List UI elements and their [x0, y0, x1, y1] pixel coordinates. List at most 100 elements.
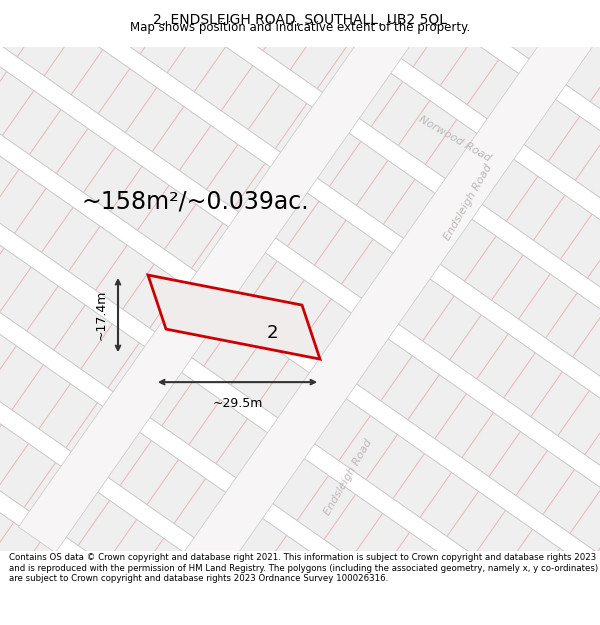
Polygon shape: [434, 393, 467, 439]
Polygon shape: [92, 421, 125, 467]
Polygon shape: [548, 116, 580, 162]
Polygon shape: [0, 296, 428, 625]
Polygon shape: [272, 280, 305, 326]
Polygon shape: [56, 128, 88, 174]
Polygon shape: [482, 0, 514, 26]
Polygon shape: [140, 9, 172, 54]
Polygon shape: [332, 0, 364, 10]
Polygon shape: [26, 286, 59, 331]
Polygon shape: [0, 0, 600, 379]
Polygon shape: [0, 0, 600, 439]
Polygon shape: [582, 586, 600, 625]
Polygon shape: [326, 318, 359, 363]
Polygon shape: [386, 2, 418, 48]
Polygon shape: [0, 346, 17, 391]
Polygon shape: [378, 532, 410, 578]
Polygon shape: [0, 0, 600, 499]
Text: 2: 2: [266, 324, 278, 342]
Polygon shape: [98, 68, 130, 114]
Polygon shape: [479, 157, 511, 202]
Polygon shape: [517, 0, 600, 216]
Polygon shape: [405, 551, 437, 597]
Polygon shape: [2, 90, 34, 136]
Polygon shape: [425, 119, 457, 165]
Polygon shape: [287, 201, 319, 247]
Polygon shape: [392, 453, 425, 499]
Polygon shape: [257, 359, 290, 404]
Polygon shape: [269, 456, 302, 502]
Polygon shape: [50, 481, 83, 527]
Polygon shape: [65, 402, 98, 448]
Polygon shape: [200, 497, 233, 542]
Polygon shape: [275, 103, 307, 149]
Text: Endsleigh Road: Endsleigh Road: [442, 162, 494, 242]
Polygon shape: [0, 0, 22, 38]
Polygon shape: [125, 88, 157, 133]
Polygon shape: [299, 299, 332, 344]
Polygon shape: [578, 0, 600, 4]
Polygon shape: [206, 144, 238, 190]
Polygon shape: [488, 431, 521, 477]
Polygon shape: [437, 217, 469, 262]
Polygon shape: [599, 331, 600, 376]
Polygon shape: [242, 438, 275, 483]
Polygon shape: [309, 573, 341, 619]
Polygon shape: [575, 135, 600, 181]
Text: Endsleigh Road: Endsleigh Road: [322, 438, 374, 517]
Polygon shape: [260, 182, 292, 228]
Polygon shape: [356, 160, 388, 206]
Polygon shape: [240, 614, 272, 625]
Polygon shape: [536, 18, 568, 64]
Polygon shape: [365, 434, 398, 480]
Polygon shape: [0, 267, 32, 312]
Polygon shape: [491, 255, 523, 301]
Polygon shape: [473, 510, 506, 556]
Text: ~17.4m: ~17.4m: [95, 290, 108, 340]
Polygon shape: [515, 450, 548, 496]
Polygon shape: [191, 223, 223, 269]
Polygon shape: [203, 321, 236, 366]
Polygon shape: [107, 342, 140, 388]
Polygon shape: [521, 97, 553, 143]
Polygon shape: [380, 356, 413, 401]
Polygon shape: [350, 513, 383, 559]
Polygon shape: [68, 226, 101, 272]
Polygon shape: [228, 516, 260, 562]
Polygon shape: [263, 6, 295, 51]
Polygon shape: [146, 459, 179, 505]
Polygon shape: [142, 0, 600, 625]
Polygon shape: [486, 608, 518, 625]
Polygon shape: [371, 81, 403, 127]
Polygon shape: [419, 472, 452, 518]
Polygon shape: [164, 204, 196, 249]
Polygon shape: [596, 507, 600, 552]
Polygon shape: [353, 336, 386, 382]
Polygon shape: [590, 56, 600, 102]
Polygon shape: [542, 469, 575, 515]
Polygon shape: [383, 179, 415, 224]
Polygon shape: [584, 409, 600, 455]
Polygon shape: [545, 292, 578, 338]
Polygon shape: [528, 548, 560, 594]
Polygon shape: [440, 41, 472, 86]
Polygon shape: [71, 49, 103, 95]
Polygon shape: [359, 0, 391, 29]
Polygon shape: [509, 0, 541, 45]
Polygon shape: [555, 567, 587, 612]
Polygon shape: [152, 106, 184, 152]
Polygon shape: [317, 43, 349, 89]
Polygon shape: [476, 334, 509, 379]
Polygon shape: [209, 0, 241, 13]
Polygon shape: [290, 24, 322, 70]
Polygon shape: [95, 245, 128, 291]
Polygon shape: [137, 185, 169, 231]
Polygon shape: [213, 595, 245, 625]
Polygon shape: [44, 31, 76, 76]
Polygon shape: [159, 557, 191, 602]
Polygon shape: [587, 232, 600, 279]
Polygon shape: [500, 529, 533, 574]
Polygon shape: [19, 0, 600, 552]
Polygon shape: [90, 598, 122, 625]
Polygon shape: [0, 177, 512, 625]
Polygon shape: [410, 198, 442, 244]
